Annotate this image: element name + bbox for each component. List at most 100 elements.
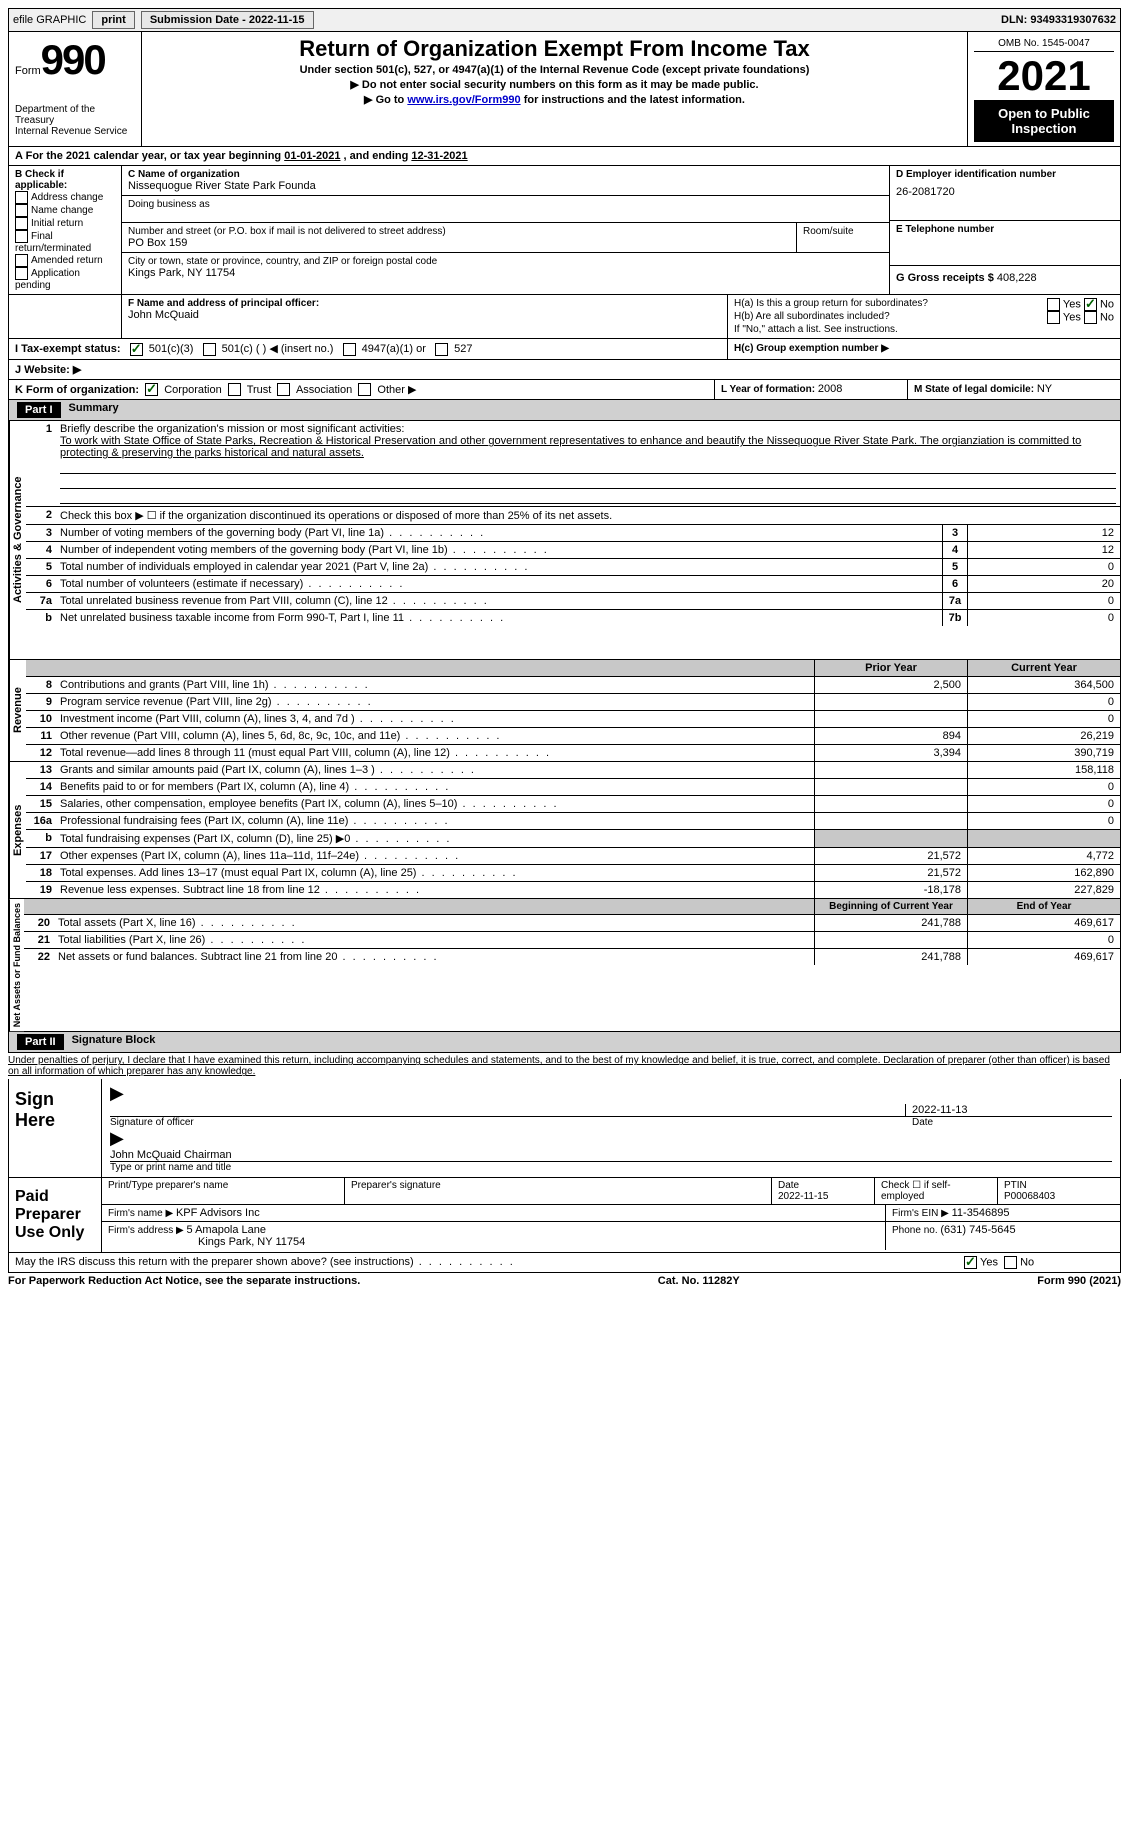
form-subtitle: Under section 501(c), 527, or 4947(a)(1)… (148, 64, 961, 76)
check-527[interactable] (435, 343, 448, 356)
officer-name: John McQuaid (128, 309, 721, 321)
sig-officer-label: Signature of officer (110, 1117, 906, 1128)
prep-date: 2022-11-15 (778, 1191, 828, 1202)
top-toolbar: efile GRAPHIC print Submission Date - 20… (8, 8, 1121, 32)
paid-preparer-label: Paid Preparer Use Only (9, 1178, 102, 1252)
side-expenses: Expenses (9, 762, 26, 898)
sign-here-label: Sign Here (9, 1079, 102, 1177)
org-city: Kings Park, NY 11754 (128, 267, 883, 279)
state-domicile: NY (1037, 383, 1052, 395)
omb-number: OMB No. 1545-0047 (974, 36, 1114, 52)
irs-link[interactable]: www.irs.gov/Form990 (407, 94, 520, 106)
b-label: B Check if applicable: (15, 169, 115, 191)
form-title: Return of Organization Exempt From Incom… (148, 36, 961, 62)
signature-block: Sign Here ▶ 2022-11-13 Signature of offi… (8, 1079, 1121, 1253)
h-c: H(c) Group exemption number ▶ (734, 343, 889, 354)
h-b: H(b) Are all subordinates included? (734, 311, 890, 324)
firm-name: KPF Advisors Inc (176, 1207, 260, 1219)
may-irs-yes[interactable] (964, 1256, 977, 1269)
m-label: M State of legal domicile: (914, 384, 1037, 395)
org-name: Nissequogue River State Park Founda (128, 180, 883, 192)
check-501c[interactable] (203, 343, 216, 356)
ein-value: 26-2081720 (896, 180, 1114, 198)
h-a: H(a) Is this a group return for subordin… (734, 298, 954, 311)
check-amended-return[interactable] (15, 254, 28, 267)
firm-phone: (631) 745-5645 (940, 1224, 1015, 1236)
dln: DLN: 93493319307632 (1001, 14, 1116, 26)
side-netassets: Net Assets or Fund Balances (9, 899, 24, 1031)
firm-ein: 11-3546895 (952, 1207, 1010, 1219)
check-other[interactable] (358, 383, 371, 396)
hb-yes[interactable] (1047, 311, 1060, 324)
dba-label: Doing business as (128, 199, 883, 210)
q1-label: Briefly describe the organization's miss… (60, 423, 404, 435)
firm-addr2: Kings Park, NY 11754 (108, 1236, 305, 1248)
gross-receipts: 408,228 (997, 272, 1037, 284)
footer-left: For Paperwork Reduction Act Notice, see … (8, 1275, 360, 1287)
section-f-h: F Name and address of principal officer:… (8, 295, 1121, 339)
room-label: Room/suite (803, 226, 883, 237)
org-address: PO Box 159 (128, 237, 790, 249)
irs-label: Internal Revenue Service (15, 126, 135, 137)
check-initial-return[interactable] (15, 217, 28, 230)
ha-yes[interactable] (1047, 298, 1060, 311)
check-corporation[interactable] (145, 383, 158, 396)
title-block: Return of Organization Exempt From Incom… (142, 32, 968, 146)
prep-name-label: Print/Type preparer's name (102, 1178, 345, 1204)
d-ein-label: D Employer identification number (896, 169, 1114, 180)
page-footer: For Paperwork Reduction Act Notice, see … (8, 1273, 1121, 1287)
part1-title: Summary (61, 402, 119, 418)
date-label: Date (906, 1117, 1112, 1128)
check-association[interactable] (277, 383, 290, 396)
footer-mid: Cat. No. 11282Y (658, 1275, 740, 1287)
col-begin: Beginning of Current Year (814, 899, 967, 914)
part1-body: Activities & Governance 1 Briefly descri… (8, 421, 1121, 660)
q2-text: Check this box ▶ ☐ if the organization d… (56, 507, 1120, 524)
c-name-label: C Name of organization (128, 169, 883, 180)
year-formation: 2008 (818, 383, 842, 395)
firm-addr1: 5 Amapola Lane (187, 1224, 267, 1236)
prep-sig-label: Preparer's signature (345, 1178, 772, 1204)
g-gross-label: G Gross receipts $ (896, 272, 997, 284)
form-header: Form990 Department of the Treasury Inter… (8, 32, 1121, 147)
check-final-return[interactable] (15, 230, 28, 243)
revenue-block: Revenue Prior Year Current Year 8Contrib… (8, 660, 1121, 762)
section-b-c-d: B Check if applicable: Address change Na… (8, 166, 1121, 295)
check-501c3[interactable] (130, 343, 143, 356)
footer-right: Form 990 (2021) (1037, 1275, 1121, 1287)
dept-treasury: Department of the Treasury (15, 104, 135, 126)
may-irs-discuss: May the IRS discuss this return with the… (8, 1253, 1121, 1273)
warn-goto: ▶ Go to www.irs.gov/Form990 for instruct… (148, 93, 961, 106)
side-activities: Activities & Governance (9, 421, 26, 659)
check-name-change[interactable] (15, 204, 28, 217)
l-label: L Year of formation: (721, 384, 818, 395)
section-k-l-m: K Form of organization: Corporation Trus… (8, 380, 1121, 401)
col-prior: Prior Year (814, 660, 967, 676)
open-inspection: Open to Public Inspection (974, 100, 1114, 142)
h-note: If "No," attach a list. See instructions… (734, 324, 1114, 335)
may-irs-no[interactable] (1004, 1256, 1017, 1269)
e-phone-label: E Telephone number (896, 224, 1114, 235)
side-revenue: Revenue (9, 660, 26, 761)
ha-no[interactable] (1084, 298, 1097, 311)
f-label: F Name and address of principal officer: (128, 298, 721, 309)
check-application-pending[interactable] (15, 267, 28, 280)
check-4947[interactable] (343, 343, 356, 356)
type-name-label: Type or print name and title (110, 1162, 1112, 1173)
netassets-block: Net Assets or Fund Balances Beginning of… (8, 899, 1121, 1032)
check-trust[interactable] (228, 383, 241, 396)
warn-ssn: ▶ Do not enter social security numbers o… (148, 78, 961, 91)
col-current: Current Year (967, 660, 1120, 676)
i-label: I Tax-exempt status: (15, 343, 121, 355)
check-self-employed: Check ☐ if self-employed (875, 1178, 998, 1204)
perjury-declaration: Under penalties of perjury, I declare th… (8, 1053, 1121, 1079)
check-address-change[interactable] (15, 191, 28, 204)
part2-header: Part II Signature Block (8, 1032, 1121, 1053)
line-a: A For the 2021 calendar year, or tax yea… (8, 147, 1121, 166)
officer-printed: John McQuaid Chairman (110, 1149, 1112, 1162)
print-button[interactable]: print (92, 11, 134, 29)
expenses-block: Expenses 13Grants and similar amounts pa… (8, 762, 1121, 899)
sig-date: 2022-11-13 (905, 1104, 1112, 1116)
hb-no[interactable] (1084, 311, 1097, 324)
addr-label: Number and street (or P.O. box if mail i… (128, 226, 790, 237)
